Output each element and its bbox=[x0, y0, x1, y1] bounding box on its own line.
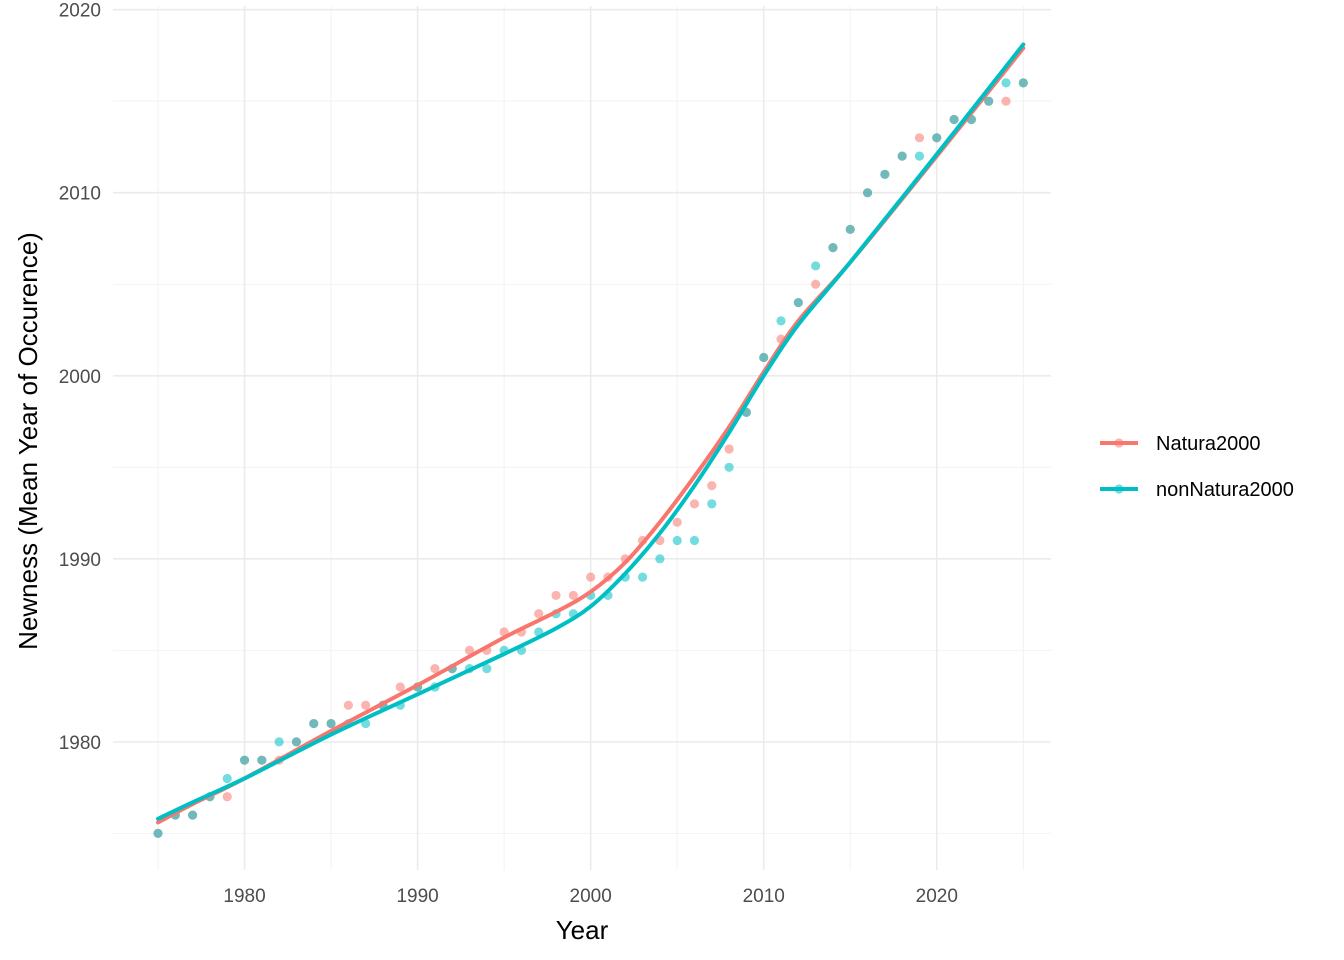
data-point bbox=[811, 279, 821, 289]
data-point bbox=[862, 188, 873, 198]
x-tick-label: 2000 bbox=[570, 886, 612, 907]
data-point bbox=[326, 718, 336, 729]
legend-label: nonNatura2000 bbox=[1156, 479, 1294, 501]
data-point bbox=[482, 664, 492, 674]
data-point bbox=[153, 828, 163, 838]
major-gridlines bbox=[113, 6, 1051, 870]
data-point bbox=[672, 517, 682, 527]
data-point bbox=[655, 554, 665, 564]
data-point bbox=[672, 535, 682, 546]
data-point bbox=[309, 718, 319, 729]
y-tick-labels: 1980 1990 2000 2010 2020 bbox=[59, 1, 101, 754]
data-point bbox=[932, 133, 942, 143]
data-point bbox=[361, 700, 371, 710]
smooth-lines bbox=[155, 42, 1026, 825]
data-point bbox=[949, 114, 959, 125]
data-point bbox=[395, 682, 405, 692]
x-tick-label: 1980 bbox=[223, 886, 265, 907]
data-point bbox=[880, 169, 890, 180]
data-point bbox=[914, 133, 925, 143]
data-point bbox=[222, 773, 232, 784]
data-point bbox=[689, 535, 700, 546]
y-tick-label: 2000 bbox=[59, 367, 101, 388]
data-point bbox=[914, 151, 925, 161]
data-point bbox=[707, 480, 717, 491]
data-point bbox=[724, 462, 734, 472]
data-point bbox=[724, 444, 734, 454]
data-point bbox=[828, 243, 838, 253]
data-point bbox=[689, 499, 700, 509]
y-tick-label: 2020 bbox=[59, 1, 101, 22]
x-tick-labels: 1980 1990 2000 2010 2020 bbox=[223, 886, 958, 907]
data-point bbox=[897, 151, 907, 161]
data-point bbox=[343, 700, 353, 710]
data-point bbox=[586, 572, 596, 582]
data-point bbox=[707, 499, 717, 509]
data-point bbox=[291, 737, 302, 747]
series-line bbox=[155, 42, 1026, 821]
data-point bbox=[845, 224, 855, 234]
data-point bbox=[239, 755, 250, 765]
legend-label: Natura2000 bbox=[1156, 433, 1261, 455]
legend-key-point bbox=[1114, 438, 1124, 448]
y-axis-title: Newness (Mean Year of Occurence) bbox=[13, 232, 43, 650]
data-point bbox=[776, 316, 786, 326]
data-point bbox=[1001, 96, 1011, 106]
data-point bbox=[759, 352, 769, 363]
legend-key-point bbox=[1114, 484, 1124, 494]
data-point bbox=[1001, 78, 1011, 88]
data-point bbox=[274, 737, 284, 747]
data-point bbox=[984, 96, 994, 106]
x-tick-label: 2020 bbox=[916, 886, 958, 907]
data-point bbox=[188, 810, 198, 820]
x-tick-label: 2010 bbox=[743, 886, 785, 907]
data-point bbox=[811, 261, 821, 271]
data-point bbox=[637, 572, 648, 582]
data-point bbox=[464, 645, 475, 655]
y-tick-label: 1990 bbox=[59, 550, 101, 571]
data-point bbox=[568, 590, 578, 601]
x-axis-title: Year bbox=[556, 915, 609, 945]
data-point bbox=[222, 792, 232, 802]
x-tick-label: 1990 bbox=[396, 886, 438, 907]
data-point bbox=[534, 609, 544, 619]
y-tick-label: 2010 bbox=[59, 184, 101, 205]
data-point bbox=[257, 755, 267, 765]
data-point bbox=[793, 297, 803, 308]
data-point bbox=[551, 590, 561, 601]
legend: Natura2000 nonNatura2000 bbox=[1100, 433, 1294, 501]
y-tick-label: 1980 bbox=[59, 733, 101, 754]
minor-gridlines bbox=[113, 6, 1051, 870]
data-point bbox=[430, 664, 440, 674]
data-point bbox=[1018, 78, 1028, 88]
